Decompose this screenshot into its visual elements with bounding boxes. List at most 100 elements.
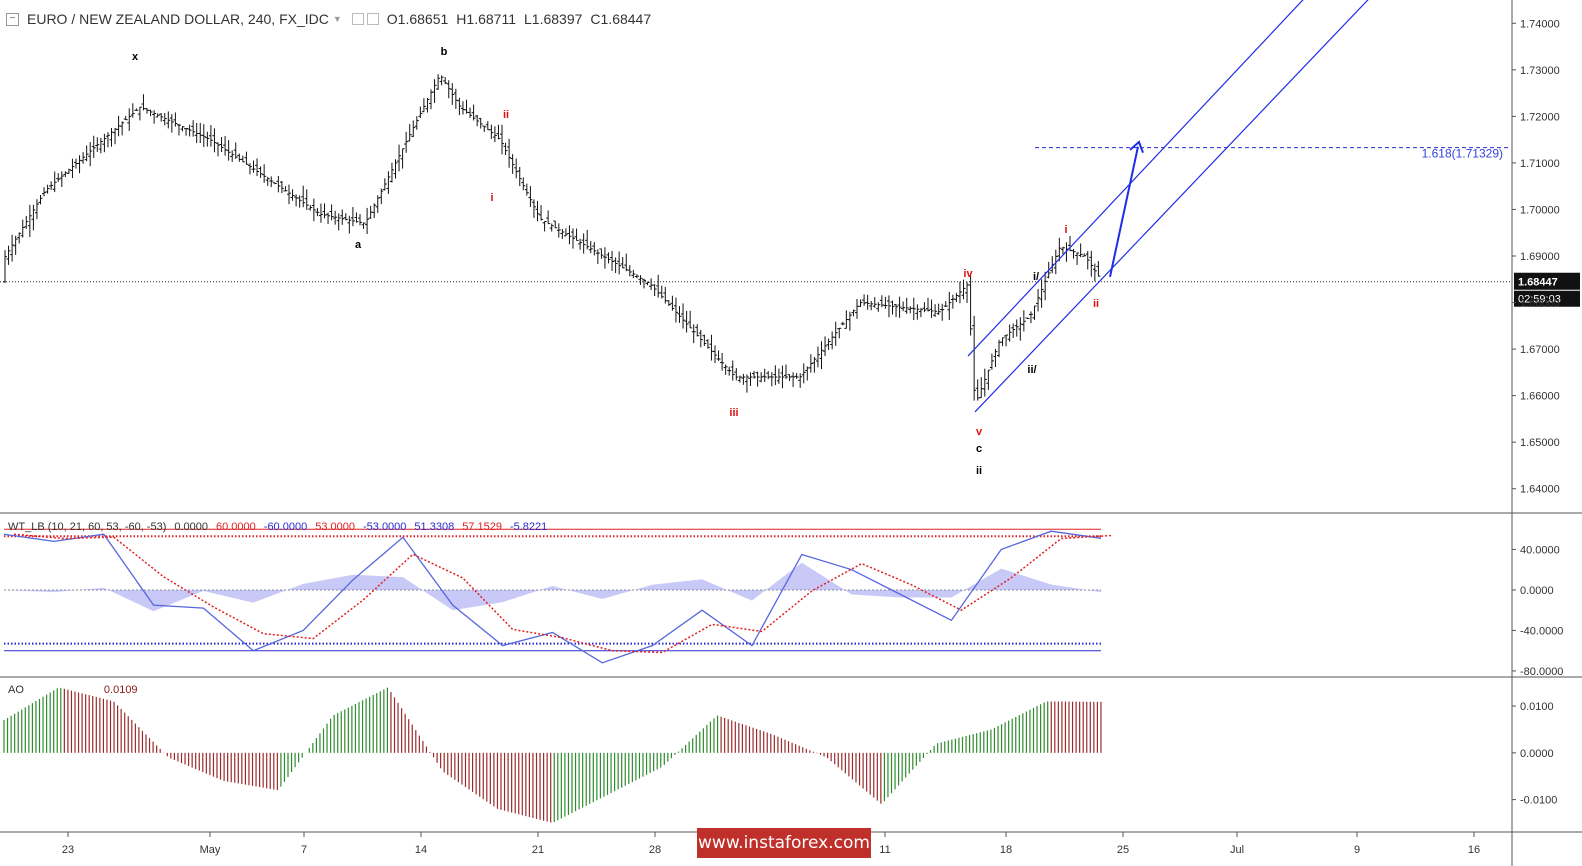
ohlc-bar: [776, 368, 781, 384]
ohlc-bar: [965, 281, 970, 303]
ohlc-bar: [759, 372, 764, 383]
ohlc-bar: [276, 175, 281, 193]
ohlc-bar: [908, 306, 913, 314]
wt-value-5: 51.3308: [414, 521, 455, 533]
ohlc-bar: [237, 153, 242, 162]
ohlc-bar: [34, 199, 39, 220]
ohlc-bar: [766, 371, 771, 380]
ohlc-bar: [691, 324, 696, 344]
ohlc-bar: [77, 155, 82, 174]
ohlc-bar: [468, 107, 473, 118]
ohlc-bar: [258, 166, 263, 178]
ohlc-bar: [784, 364, 788, 380]
ohlc-bar: [979, 377, 984, 399]
ao-name[interactable]: AO: [8, 684, 24, 696]
ohlc-bar: [858, 299, 863, 307]
ohlc-bar: [748, 372, 753, 387]
ohlc-bar: [886, 295, 891, 318]
ohlc-bar: [91, 135, 96, 158]
ohlc-bar: [308, 205, 313, 211]
settings-icon[interactable]: [366, 13, 379, 25]
ohlc-bar: [1057, 237, 1062, 262]
wt-value-2: -60.0000: [263, 521, 308, 533]
ohlc-bar: [890, 300, 895, 315]
ohlc-bar: [986, 369, 991, 390]
wave-label: ii: [976, 465, 982, 477]
ohlc-bar: [304, 189, 309, 210]
ohlc-bar: [375, 195, 380, 213]
ohlc-bar: [915, 304, 920, 320]
ohlc-bar: [780, 365, 785, 389]
wave-label: b: [441, 46, 448, 58]
ohlc-bar: [961, 279, 966, 300]
ohlc-bar: [904, 297, 909, 314]
ohlc-bar: [311, 198, 316, 222]
price-tick-label: 1.67000: [1520, 344, 1560, 356]
ohlc-bar: [929, 299, 934, 318]
ohlc-bar: [947, 291, 952, 320]
price-tick-label: 1.66000: [1520, 391, 1560, 403]
ohlc-bar: [98, 137, 103, 154]
time-tick-label: 18: [1000, 844, 1012, 856]
ohlc-bar: [38, 194, 43, 205]
ohlc-bar: [833, 321, 838, 346]
ohlc-bar: [801, 363, 806, 384]
ohlc-bar: [634, 274, 639, 279]
ohlc-bar: [730, 360, 735, 381]
wave-label: iv: [963, 268, 973, 280]
price-tick-label: 1.71000: [1520, 158, 1560, 170]
eye-icon[interactable]: [351, 13, 364, 25]
ohlc-bar: [226, 140, 231, 161]
ohlc-bar: [752, 371, 757, 379]
ohlc-bar: [84, 145, 89, 162]
ao-value: 0.0109: [103, 684, 138, 696]
wt-legend: WT_LB (10, 21, 60, 53, -60, -53) 0.0000 …: [8, 521, 547, 533]
ohlc-bar: [1043, 271, 1048, 301]
ohlc-bar: [361, 222, 366, 229]
ohlc-bar: [45, 184, 50, 194]
ohlc-bar: [318, 203, 323, 223]
wave-label: c: [976, 443, 982, 455]
ohlc-bar: [531, 199, 536, 218]
ohlc-bar: [610, 250, 615, 271]
wave-label: iii: [729, 407, 738, 419]
ohlc-bar: [631, 269, 636, 279]
ohlc-bar: [500, 124, 504, 155]
ohlc-bar: [148, 109, 153, 117]
ohlc-bar: [17, 232, 22, 244]
channel-upper-line: [967, 0, 1304, 357]
ohlc-bar: [808, 354, 813, 373]
time-tick-label: 9: [1354, 844, 1360, 856]
ohlc-bar: [6, 245, 11, 265]
ohlc-bar: [649, 278, 654, 291]
ohlc-bar: [1011, 323, 1016, 338]
ohlc-bar: [798, 373, 803, 388]
ohlc-bar: [957, 281, 962, 304]
ohlc-bar: [446, 80, 451, 99]
wt-name[interactable]: WT_LB (10, 21, 60, 53, -60, -53): [8, 521, 167, 533]
wt-signal-line: [13, 533, 1112, 654]
ohlc-bar: [105, 132, 110, 148]
ohlc-bar: [88, 142, 93, 167]
ohlc-bar: [66, 168, 71, 174]
ohlc-bar: [173, 112, 178, 127]
symbol-title[interactable]: EURO / NEW ZEALAND DOLLAR, 240, FX_IDC: [27, 11, 329, 27]
ohlc-bar: [737, 375, 742, 383]
ohlc-bar: [155, 113, 160, 118]
ohlc-bar: [620, 257, 625, 269]
wave-label: ii: [1093, 298, 1099, 310]
ohlc-bar: [993, 348, 998, 368]
ohlc-bar: [713, 345, 717, 363]
collapse-icon[interactable]: −: [6, 12, 19, 26]
ohlc-bar: [102, 133, 107, 153]
ohlc-bar: [347, 215, 352, 234]
ohlc-bar: [652, 284, 657, 297]
price-tick-label: 1.65000: [1520, 437, 1560, 449]
ohlc-bar: [233, 142, 238, 159]
dropdown-icon[interactable]: ▼: [332, 14, 342, 24]
ohlc-bar: [1007, 324, 1012, 342]
ohlc-bar: [592, 242, 597, 256]
wt-value-7: -5.8221: [509, 521, 548, 533]
ohlc-bar: [152, 110, 157, 124]
